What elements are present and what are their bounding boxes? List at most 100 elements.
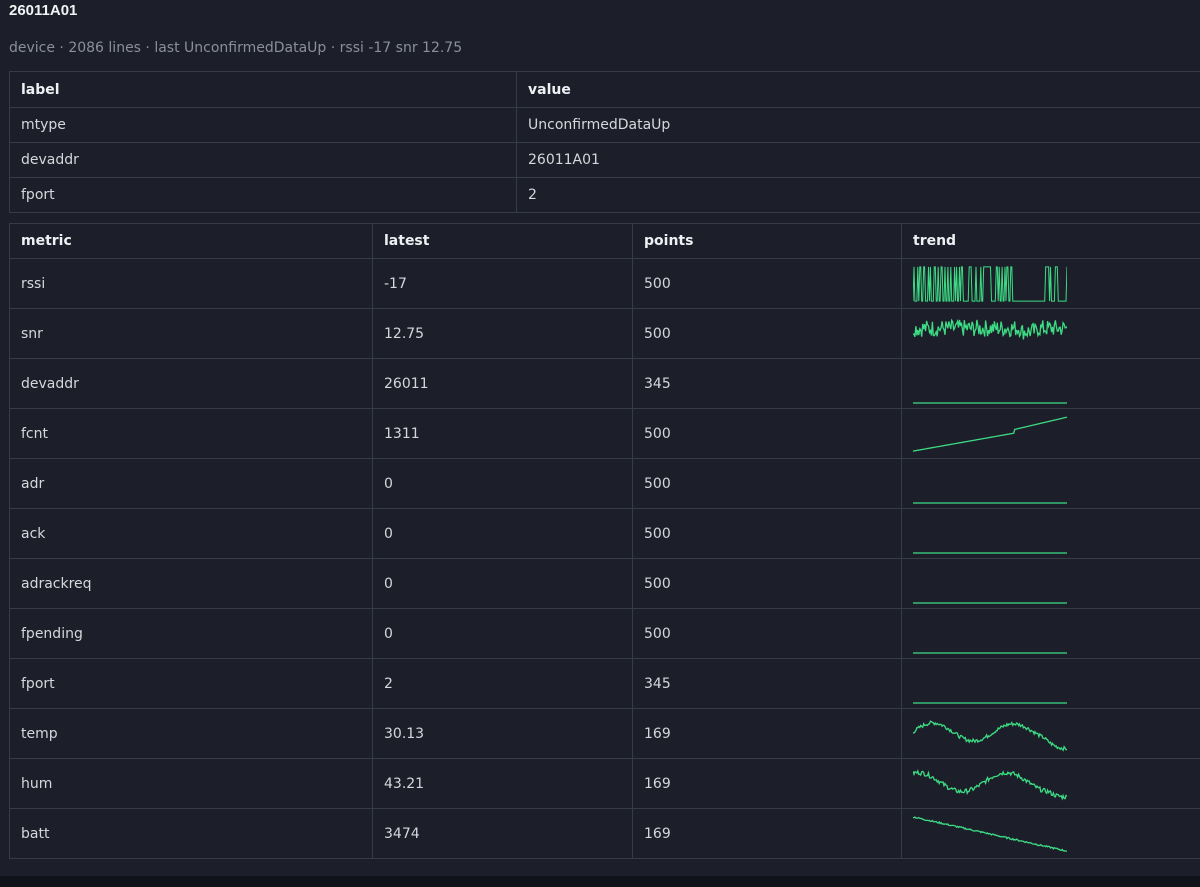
latest-cell: 3474 bbox=[372, 808, 633, 859]
latest-cell: 0 bbox=[372, 558, 633, 609]
table-row: fpending 0 500 bbox=[9, 608, 1200, 659]
points-cell: 500 bbox=[632, 408, 902, 459]
latest-cell: 0 bbox=[372, 508, 633, 559]
table-row: rssi -17 500 bbox=[9, 258, 1200, 309]
metric-cell: snr bbox=[9, 308, 373, 359]
points-cell: 169 bbox=[632, 808, 902, 859]
table-row: fcnt 1311 500 bbox=[9, 408, 1200, 459]
points-cell: 500 bbox=[632, 608, 902, 659]
metric-cell: fcnt bbox=[9, 408, 373, 459]
temp-trend-line bbox=[913, 719, 1067, 752]
adrackreq-sparkline bbox=[913, 601, 1067, 604]
points-cell: 345 bbox=[632, 658, 902, 709]
snr-trend-line bbox=[913, 318, 1067, 339]
table-row: fport 2 bbox=[9, 177, 1200, 213]
trend-cell bbox=[901, 608, 1200, 659]
table-row: batt 3474 169 bbox=[9, 808, 1200, 859]
bottom-bar bbox=[0, 876, 1200, 887]
points-cell: 500 bbox=[632, 308, 902, 359]
points-cell: 500 bbox=[632, 558, 902, 609]
info-table: label value mtype UnconfirmedDataUp deva… bbox=[9, 71, 1200, 213]
points-cell: 169 bbox=[632, 708, 902, 759]
latest-cell: 0 bbox=[372, 608, 633, 659]
table-row: adr 0 500 bbox=[9, 458, 1200, 509]
latest-cell: -17 bbox=[372, 258, 633, 309]
adr-sparkline bbox=[913, 501, 1067, 504]
fpending-sparkline bbox=[913, 651, 1067, 654]
value-cell: 26011A01 bbox=[516, 142, 1200, 178]
table-row: hum 43.21 169 bbox=[9, 758, 1200, 809]
hum-trend-line bbox=[913, 768, 1067, 801]
trend-cell bbox=[901, 508, 1200, 559]
label-cell: mtype bbox=[9, 107, 517, 143]
temp-sparkline bbox=[913, 719, 1067, 752]
fcnt-sparkline bbox=[913, 416, 1067, 452]
points-cell: 500 bbox=[632, 458, 902, 509]
points-cell: 500 bbox=[632, 508, 902, 559]
snr-sparkline bbox=[913, 318, 1067, 339]
column-header-latest: latest bbox=[372, 223, 633, 259]
metric-cell: temp bbox=[9, 708, 373, 759]
value-cell: UnconfirmedDataUp bbox=[516, 107, 1200, 143]
trend-cell bbox=[901, 658, 1200, 709]
devaddr-sparkline bbox=[913, 401, 1067, 404]
points-cell: 345 bbox=[632, 358, 902, 409]
metric-cell: batt bbox=[9, 808, 373, 859]
metric-cell: rssi bbox=[9, 258, 373, 309]
table-row: mtype UnconfirmedDataUp bbox=[9, 107, 1200, 143]
latest-cell: 30.13 bbox=[372, 708, 633, 759]
table-row: adrackreq 0 500 bbox=[9, 558, 1200, 609]
trend-cell bbox=[901, 408, 1200, 459]
label-cell: devaddr bbox=[9, 142, 517, 178]
value-cell: 2 bbox=[516, 177, 1200, 213]
page-title: 26011A01 bbox=[9, 2, 78, 19]
trend-cell bbox=[901, 808, 1200, 859]
latest-cell: 12.75 bbox=[372, 308, 633, 359]
trend-cell bbox=[901, 358, 1200, 409]
metric-cell: adr bbox=[9, 458, 373, 509]
trend-cell bbox=[901, 758, 1200, 809]
column-header-points: points bbox=[632, 223, 902, 259]
metrics-table-header: metric latest points trend bbox=[9, 223, 1200, 259]
latest-cell: 1311 bbox=[372, 408, 633, 459]
metric-cell: ack bbox=[9, 508, 373, 559]
trend-cell bbox=[901, 708, 1200, 759]
table-row: devaddr 26011 345 bbox=[9, 358, 1200, 409]
label-cell: fport bbox=[9, 177, 517, 213]
table-row: ack 0 500 bbox=[9, 508, 1200, 559]
batt-trend-line bbox=[913, 815, 1067, 852]
column-header-trend: trend bbox=[901, 223, 1200, 259]
rssi-trend-line bbox=[913, 265, 1067, 302]
table-row: fport 2 345 bbox=[9, 658, 1200, 709]
fcnt-trend-line bbox=[913, 416, 1067, 452]
metric-cell: fpending bbox=[9, 608, 373, 659]
trend-cell bbox=[901, 308, 1200, 359]
trend-cell bbox=[901, 558, 1200, 609]
info-table-header: label value bbox=[9, 71, 1200, 108]
table-row: snr 12.75 500 bbox=[9, 308, 1200, 359]
points-cell: 500 bbox=[632, 258, 902, 309]
column-header-metric: metric bbox=[9, 223, 373, 259]
trend-cell bbox=[901, 458, 1200, 509]
metric-cell: devaddr bbox=[9, 358, 373, 409]
table-row: devaddr 26011A01 bbox=[9, 142, 1200, 178]
latest-cell: 0 bbox=[372, 458, 633, 509]
rssi-sparkline bbox=[913, 265, 1067, 302]
metric-cell: hum bbox=[9, 758, 373, 809]
column-header-value: value bbox=[516, 71, 1200, 108]
latest-cell: 43.21 bbox=[372, 758, 633, 809]
metrics-table: metric latest points trend rssi -17 500 snr… bbox=[9, 223, 1200, 859]
fport-sparkline bbox=[913, 701, 1067, 704]
ack-sparkline bbox=[913, 551, 1067, 554]
batt-sparkline bbox=[913, 815, 1067, 852]
points-cell: 169 bbox=[632, 758, 902, 809]
metric-cell: fport bbox=[9, 658, 373, 709]
table-row: temp 30.13 169 bbox=[9, 708, 1200, 759]
trend-cell bbox=[901, 258, 1200, 309]
column-header-label: label bbox=[9, 71, 517, 108]
metric-cell: adrackreq bbox=[9, 558, 373, 609]
hum-sparkline bbox=[913, 768, 1067, 801]
page-subtitle: device · 2086 lines · last UnconfirmedDa… bbox=[9, 40, 463, 56]
latest-cell: 2 bbox=[372, 658, 633, 709]
latest-cell: 26011 bbox=[372, 358, 633, 409]
